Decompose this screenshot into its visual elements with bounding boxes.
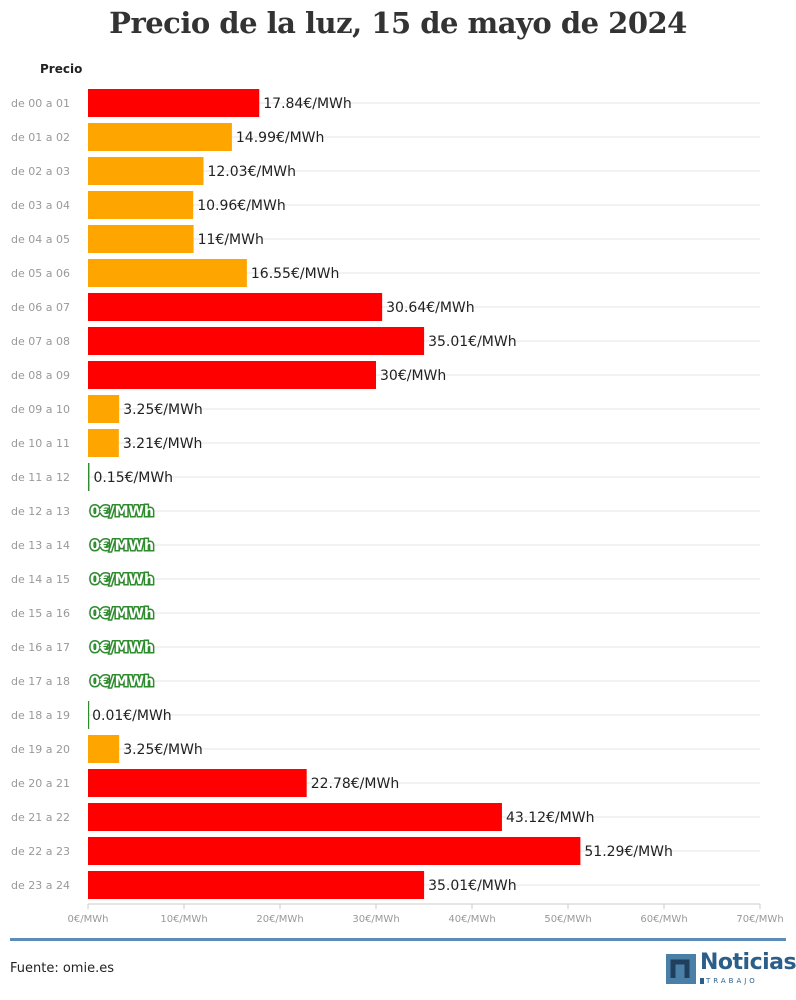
value-label: 0€/MWh: [90, 674, 154, 690]
value-label: 35.01€/MWh: [428, 334, 517, 350]
price-bar: [88, 293, 383, 321]
x-tick-label: 20€/MWh: [256, 914, 303, 925]
category-label: de 05 a 06: [11, 267, 70, 280]
category-label: de 06 a 07: [11, 301, 70, 314]
source-note: Fuente: omie.es: [10, 961, 114, 976]
value-label: 22.78€/MWh: [311, 776, 400, 792]
category-label: de 13 a 14: [11, 539, 70, 552]
x-tick-label: 10€/MWh: [160, 914, 207, 925]
logo-subtitle: TRABAJO: [706, 977, 758, 985]
category-label: de 10 a 11: [11, 437, 70, 450]
price-bar: [88, 463, 90, 491]
value-label: 0.01€/MWh: [92, 708, 172, 724]
value-label: 30.64€/MWh: [386, 300, 475, 316]
price-bar: [88, 769, 307, 797]
value-label: 0€/MWh: [90, 504, 154, 520]
value-label: 30€/MWh: [380, 368, 446, 384]
value-label: 16.55€/MWh: [251, 266, 340, 282]
price-bar: [88, 191, 194, 219]
value-label: 11€/MWh: [198, 232, 264, 248]
category-label: de 12 a 13: [11, 505, 70, 518]
category-label: de 02 a 03: [11, 165, 70, 178]
value-label: 12.03€/MWh: [207, 164, 296, 180]
category-label: de 03 a 04: [11, 199, 70, 212]
price-bar: [88, 327, 425, 355]
price-bar: [88, 123, 232, 151]
category-label: de 20 a 21: [11, 777, 70, 790]
value-label: 0.15€/MWh: [93, 470, 173, 486]
value-label: 14.99€/MWh: [236, 130, 324, 146]
price-bar: [88, 361, 376, 389]
category-label: de 01 a 02: [11, 131, 70, 144]
price-bar: [88, 157, 204, 185]
series-label: Precio: [40, 62, 82, 76]
category-label: de 17 a 18: [11, 675, 70, 688]
value-label: 17.84€/MWh: [263, 96, 352, 112]
category-label: de 09 a 10: [11, 403, 70, 416]
value-label: 3.25€/MWh: [123, 402, 203, 418]
category-label: de 16 a 17: [11, 641, 70, 654]
price-bar: [88, 871, 425, 899]
noticias-trabajo-logo: Noticias TRABAJO: [666, 950, 796, 986]
category-label: de 08 a 09: [11, 369, 70, 382]
category-label: de 22 a 23: [11, 845, 70, 858]
bar-chart: Precio 0€/MWh 10€/MWh 20€/MWh 30€/MWh 40€/MWh…: [11, 62, 784, 925]
footer-divider: [10, 938, 786, 941]
price-bar: [88, 225, 194, 253]
price-bar: [88, 89, 260, 117]
category-label: de 11 a 12: [11, 471, 70, 484]
price-bar: [88, 259, 247, 287]
value-label: 0€/MWh: [90, 572, 154, 588]
x-tick-label: 30€/MWh: [352, 914, 399, 925]
value-label: 51.29€/MWh: [584, 844, 673, 860]
chart-title: Precio de la luz, 15 de mayo de 2024: [109, 6, 687, 40]
category-label: de 21 a 22: [11, 811, 70, 824]
category-label: de 19 a 20: [11, 743, 70, 756]
x-tick-label: 60€/MWh: [640, 914, 687, 925]
value-label: 0€/MWh: [90, 640, 154, 656]
value-label: 3.21€/MWh: [123, 436, 203, 452]
category-label: de 18 a 19: [11, 709, 70, 722]
price-bar: [88, 837, 581, 865]
x-tick-label: 40€/MWh: [448, 914, 495, 925]
x-tick-label: 0€/MWh: [68, 914, 109, 925]
value-label: 3.25€/MWh: [123, 742, 203, 758]
logo-wordmark: Noticias: [700, 950, 796, 975]
value-label: 43.12€/MWh: [506, 810, 595, 826]
logo-accent: [700, 978, 704, 984]
category-label: de 15 a 16: [11, 607, 70, 620]
price-bar: [88, 395, 120, 423]
category-label: de 00 a 01: [11, 97, 70, 110]
value-label: 10.96€/MWh: [197, 198, 286, 214]
price-bar: [88, 803, 502, 831]
value-label: 0€/MWh: [90, 606, 154, 622]
x-tick-label: 70€/MWh: [736, 914, 783, 925]
value-label: 35.01€/MWh: [428, 878, 517, 894]
price-bar: [88, 429, 119, 457]
category-label: de 23 a 24: [11, 879, 70, 892]
price-bar: [88, 735, 120, 763]
category-label: de 07 a 08: [11, 335, 70, 348]
category-label: de 14 a 15: [11, 573, 70, 586]
logo-mark-icon: [666, 954, 696, 984]
category-label: de 04 a 05: [11, 233, 70, 246]
x-tick-label: 50€/MWh: [544, 914, 591, 925]
price-bar: [88, 701, 90, 729]
value-label: 0€/MWh: [90, 538, 154, 554]
